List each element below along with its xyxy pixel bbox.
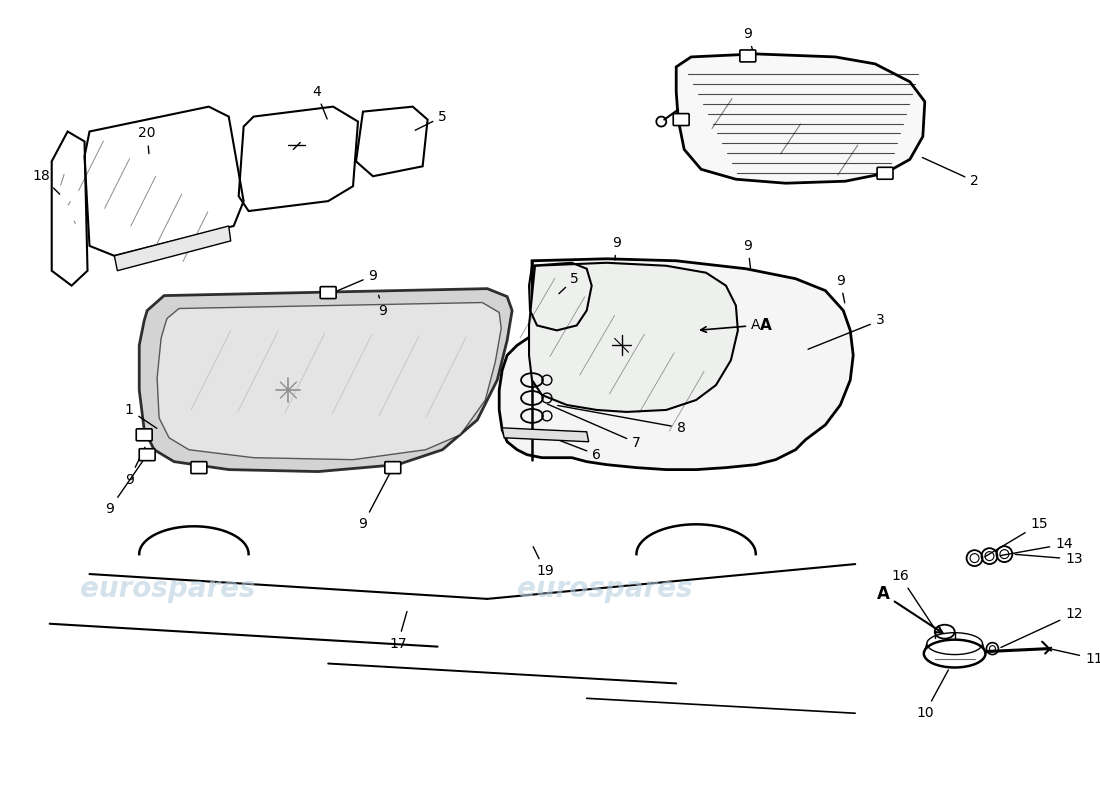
Text: A: A	[877, 585, 943, 633]
Polygon shape	[114, 226, 231, 270]
Text: 9: 9	[378, 295, 387, 318]
Text: 9: 9	[359, 470, 392, 531]
Text: 9: 9	[336, 269, 377, 291]
Polygon shape	[529, 262, 738, 412]
Text: 3: 3	[808, 314, 884, 350]
Text: 20: 20	[139, 126, 156, 154]
Text: 18: 18	[33, 170, 59, 194]
Text: 9: 9	[612, 236, 621, 260]
FancyBboxPatch shape	[136, 429, 152, 441]
Text: 10: 10	[916, 670, 948, 720]
FancyBboxPatch shape	[877, 167, 893, 179]
Text: 4: 4	[312, 85, 327, 119]
Polygon shape	[140, 289, 513, 471]
Text: 19: 19	[534, 546, 553, 578]
Text: 2: 2	[923, 158, 979, 188]
Text: 6: 6	[535, 431, 601, 462]
Text: 14: 14	[1000, 537, 1072, 556]
FancyBboxPatch shape	[320, 286, 337, 298]
Polygon shape	[676, 54, 925, 183]
Text: 8: 8	[558, 406, 685, 435]
Text: 5: 5	[415, 110, 447, 130]
Text: 12: 12	[1001, 607, 1082, 647]
Text: 1: 1	[124, 403, 157, 428]
Text: 15: 15	[984, 518, 1048, 557]
Text: 9: 9	[104, 457, 145, 516]
Text: 9: 9	[124, 447, 145, 486]
Text: 17: 17	[389, 611, 407, 650]
Text: eurospares: eurospares	[517, 575, 693, 603]
Text: 5: 5	[559, 272, 580, 294]
FancyBboxPatch shape	[740, 50, 756, 62]
Text: 11: 11	[1052, 650, 1100, 666]
Text: A: A	[760, 318, 771, 333]
FancyBboxPatch shape	[191, 462, 207, 474]
Text: A: A	[701, 318, 760, 333]
Polygon shape	[503, 428, 588, 442]
Polygon shape	[157, 302, 502, 460]
Polygon shape	[499, 258, 854, 470]
Text: 16: 16	[891, 569, 935, 630]
Text: 9: 9	[744, 239, 752, 268]
FancyBboxPatch shape	[140, 449, 155, 461]
FancyBboxPatch shape	[673, 114, 689, 126]
Text: eurospares: eurospares	[79, 575, 255, 603]
Text: 9: 9	[744, 27, 754, 51]
Text: 9: 9	[836, 274, 845, 303]
Text: 7: 7	[548, 404, 641, 450]
FancyBboxPatch shape	[385, 462, 400, 474]
Text: 13: 13	[1015, 552, 1082, 566]
